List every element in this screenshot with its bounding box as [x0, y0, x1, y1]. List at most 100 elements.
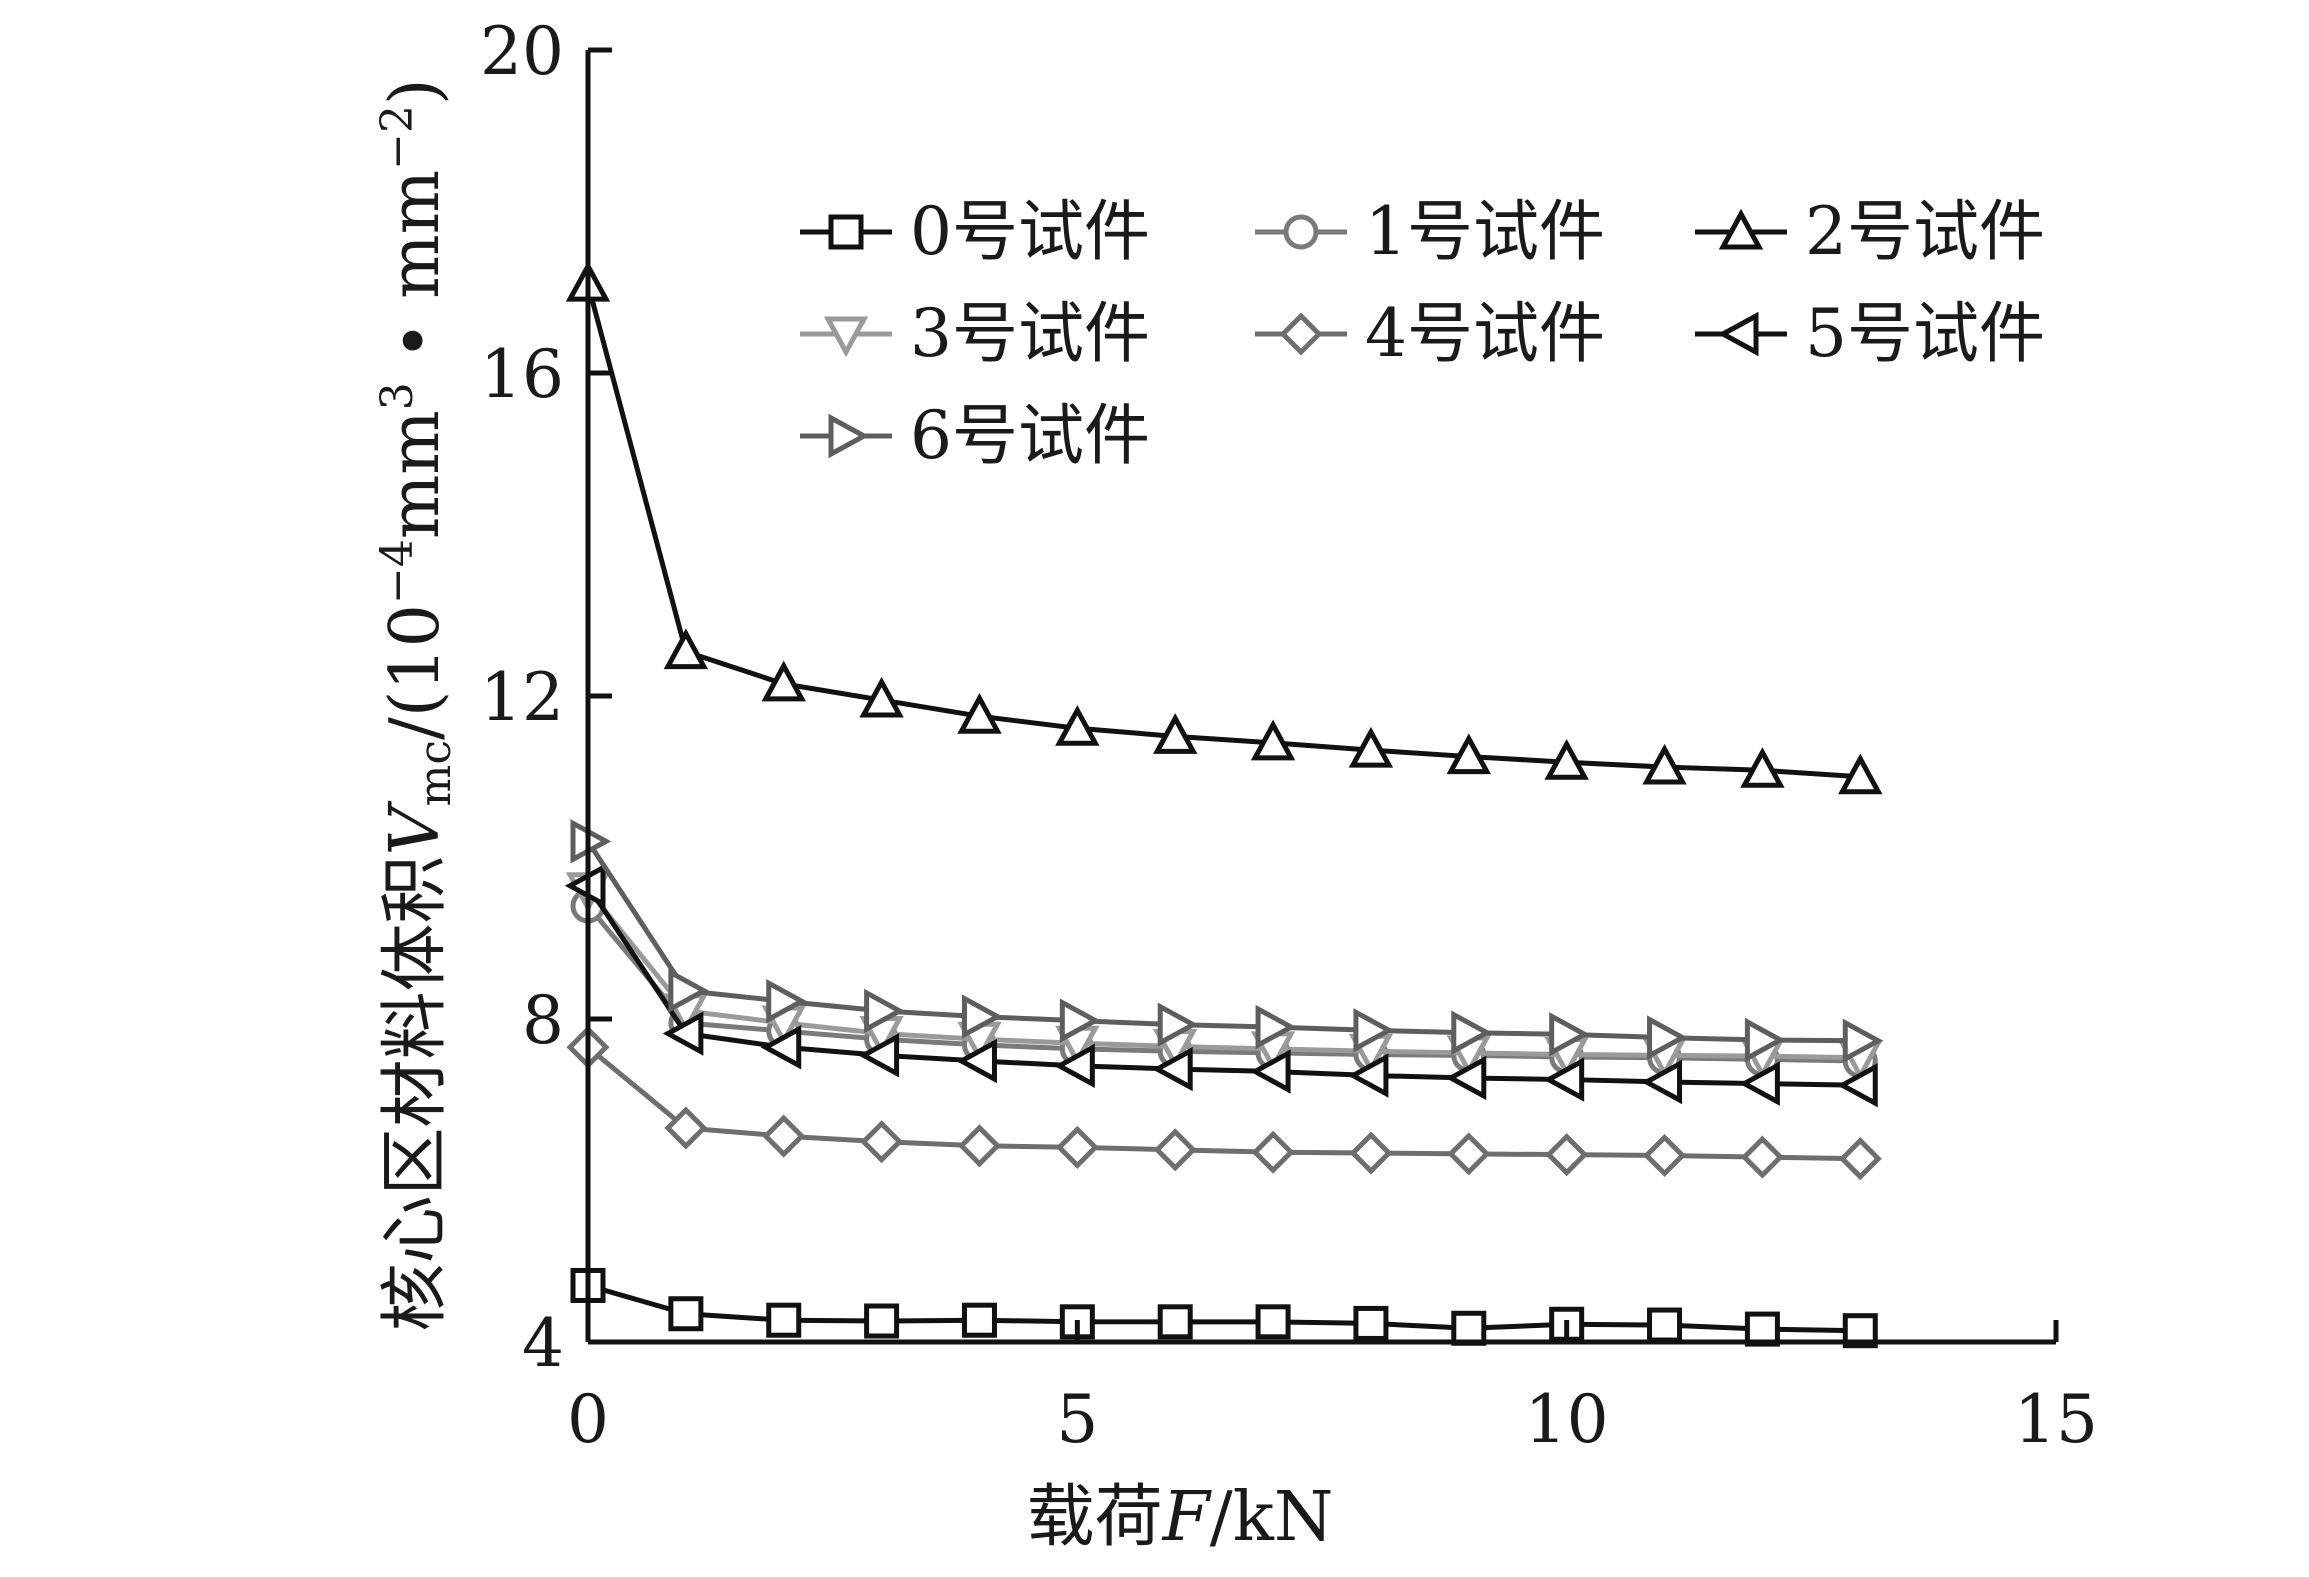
- series-6-point-12: [1744, 1017, 1786, 1063]
- legend-item-2: 2号试件: [1695, 193, 2045, 270]
- legend-label-1: 1号试件: [1365, 193, 1605, 270]
- series-4: [566, 1025, 1882, 1181]
- legend-marker-0: [828, 214, 864, 250]
- series-4-point-7: [1251, 1130, 1295, 1174]
- y-axis-title-symbol: V: [376, 801, 455, 856]
- legend-label-0: 0号试件: [910, 193, 1150, 270]
- series-0-point-4: [961, 1302, 997, 1338]
- x-axis-title-symbol: F: [1161, 1478, 1213, 1557]
- legend-item-0: 0号试件: [800, 193, 1150, 270]
- series-6-point-3: [864, 988, 905, 1034]
- series-4-point-1: [664, 1106, 708, 1150]
- series-5-point-4: [956, 1038, 997, 1084]
- x-tick-label-15: 15: [2014, 1381, 2098, 1458]
- legend-item-1: 1号试件: [1255, 193, 1605, 270]
- series-2-point-9: [1446, 733, 1492, 775]
- series-4-point-8: [1349, 1131, 1393, 1175]
- series-6-point-8: [1353, 1008, 1395, 1053]
- plot-area: [564, 260, 1884, 1349]
- series-4-point-4: [957, 1124, 1002, 1168]
- legend-marker-3: [823, 316, 869, 358]
- legend-item-5: 5号试件: [1695, 295, 2045, 372]
- series-5-point-3: [858, 1033, 900, 1078]
- series-5-point-6: [1151, 1046, 1193, 1092]
- y-axis-title-exp2: 3: [372, 382, 423, 410]
- series-5-point-10: [1543, 1057, 1585, 1102]
- y-axis-title-unit-dot: • mm: [376, 170, 455, 382]
- series-2: [565, 260, 1883, 795]
- series-5-point-12: [1739, 1061, 1780, 1106]
- series-2-point-10: [1544, 738, 1589, 780]
- series-0-point-6: [1157, 1304, 1193, 1340]
- x-axis-title-prefix: 载荷: [1027, 1478, 1163, 1557]
- series-4-point-13: [1838, 1137, 1882, 1181]
- series-6-point-10: [1549, 1012, 1590, 1057]
- series-4-point-6: [1153, 1128, 1197, 1172]
- legend-marker-5: [1717, 311, 1759, 357]
- series-4-point-9: [1447, 1132, 1491, 1176]
- legend-label-6: 6号试件: [910, 397, 1150, 474]
- series-2-point-4: [957, 692, 1002, 734]
- legend-marker-1: [1283, 214, 1319, 250]
- series-5-point-9: [1445, 1055, 1487, 1101]
- series-6-point-2: [766, 979, 807, 1024]
- legend-item-4: 4号试件: [1255, 295, 1605, 372]
- y-axis-title-prefix: 核心区材料体积: [376, 856, 455, 1332]
- series-0-point-9: [1451, 1310, 1487, 1346]
- y-axis-title-unit-mid: mm: [376, 410, 455, 539]
- series-0-point-11: [1647, 1307, 1683, 1343]
- y-axis-title-subscript: mc: [410, 740, 461, 806]
- series-6-point-5: [1059, 998, 1101, 1043]
- series-5-point-5: [1054, 1043, 1095, 1089]
- series-4-point-3: [860, 1120, 904, 1164]
- series-5: [564, 863, 1878, 1108]
- series-5-point-13: [1837, 1063, 1878, 1108]
- series-4-point-11: [1642, 1133, 1687, 1178]
- x-tick-label-0: 0: [567, 1381, 609, 1458]
- series-5-point-1: [662, 1011, 704, 1056]
- x-axis-title: 载荷F/kN: [1027, 1478, 1334, 1557]
- series-2-point-1: [663, 628, 709, 670]
- series-4-point-10: [1545, 1133, 1589, 1177]
- axes: 0 5 10 15 4 8 12 16 20: [480, 13, 2098, 1458]
- series-5-point-7: [1249, 1049, 1291, 1094]
- series-4-point-5: [1055, 1125, 1099, 1169]
- series-0-point-8: [1353, 1305, 1389, 1341]
- series-5-point-8: [1347, 1053, 1389, 1098]
- y-axis-title-unit-open: /(10: [376, 604, 455, 740]
- y-tick-label-4: 4: [522, 1305, 564, 1382]
- series-2-point-5: [1055, 705, 1100, 746]
- series-2-line: [585, 283, 1861, 780]
- legend-item-6: 6号试件: [800, 397, 1150, 474]
- legend: 0号试件 1号试件 2号试件 3号试件 4号试件 5号试件 6号试件: [800, 193, 2045, 474]
- series-6-point-1: [668, 968, 710, 1013]
- series-0-point-1: [668, 1296, 704, 1332]
- legend-item-3: 3号试件: [800, 295, 1150, 372]
- series-6-point-7: [1255, 1004, 1297, 1050]
- y-axis-title-exp1: −4: [372, 539, 423, 604]
- series-2-point-2: [761, 660, 806, 702]
- series-6: [570, 819, 1884, 1064]
- series-0-point-2: [766, 1302, 802, 1338]
- series-5-point-11: [1641, 1059, 1683, 1105]
- legend-marker-2: [1718, 208, 1764, 250]
- y-axis-title-exp3: −2: [372, 105, 423, 170]
- series-2-point-8: [1348, 726, 1394, 768]
- x-tick-label-5: 5: [1056, 1381, 1098, 1458]
- series-2-point-12: [1740, 747, 1785, 788]
- y-axis-title: 核心区材料体积Vmc/(10−4mm3 • mm−2): [372, 78, 461, 1331]
- series-2-point-6: [1152, 713, 1198, 754]
- series-0-point-3: [864, 1303, 900, 1339]
- series-6-point-11: [1647, 1015, 1688, 1060]
- y-axis-title-unit-close: ): [376, 78, 455, 105]
- x-tick-label-10: 10: [1525, 1381, 1609, 1458]
- series-4-point-12: [1740, 1135, 1784, 1179]
- series-6-point-9: [1451, 1010, 1493, 1055]
- series-2-point-3: [859, 676, 904, 718]
- series-2-point-7: [1250, 719, 1296, 761]
- series-6-point-6: [1157, 1002, 1199, 1047]
- y-tick-label-8: 8: [522, 982, 564, 1059]
- legend-label-2: 2号试件: [1805, 193, 2045, 270]
